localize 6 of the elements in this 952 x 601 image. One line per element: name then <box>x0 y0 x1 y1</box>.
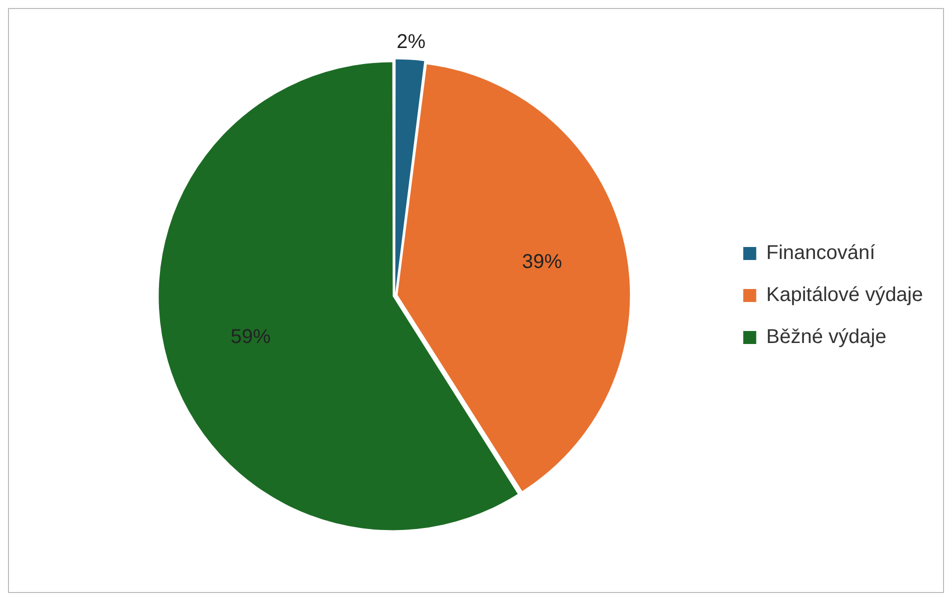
legend-label: Běžné výdaje <box>766 326 886 348</box>
data-label: 59% <box>230 326 271 348</box>
legend-label: Financování <box>766 242 876 264</box>
data-label: 39% <box>522 251 562 274</box>
data-label: 2% <box>396 31 426 54</box>
legend-label: Kapitálové výdaje <box>766 284 924 306</box>
